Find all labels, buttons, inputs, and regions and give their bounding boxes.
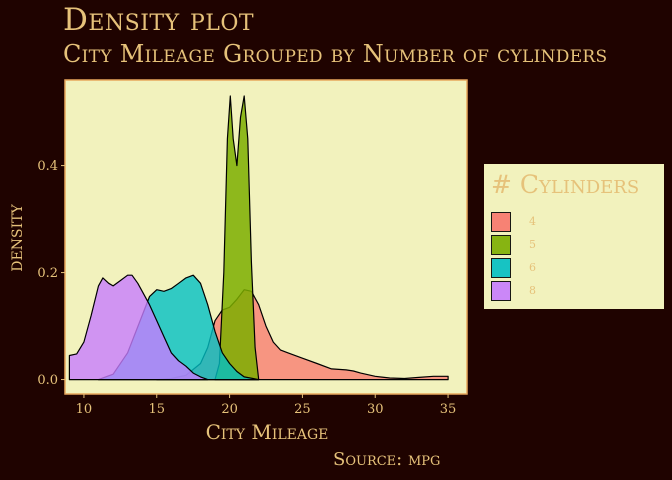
chart-title: Density plot — [63, 2, 255, 38]
x-axis: 10 15 20 25 30 35 — [76, 394, 457, 417]
x-tick-label: 15 — [148, 402, 165, 417]
y-tick-label: 0.4 — [37, 159, 58, 174]
y-tick-label: 0.2 — [37, 266, 58, 281]
x-tick-label: 10 — [76, 402, 93, 417]
y-axis-title: density — [3, 204, 27, 272]
legend-title: # Cylinders — [491, 170, 640, 199]
legend-key-6 — [491, 258, 511, 278]
x-tick-label: 35 — [440, 402, 457, 417]
legend-label-6: 6 — [529, 261, 536, 274]
caption: Source: mpg — [333, 449, 441, 470]
legend-label-4: 4 — [529, 215, 536, 228]
legend-key-8 — [491, 281, 511, 301]
legend-key-4 — [491, 212, 511, 232]
legend: # Cylinders 4 5 6 8 — [484, 164, 664, 309]
x-tick-label: 30 — [367, 402, 384, 417]
x-tick-label: 20 — [221, 402, 238, 417]
y-tick-label: 0.0 — [37, 373, 58, 388]
chart-subtitle: City Mileage Grouped by Number of cylind… — [63, 40, 608, 68]
legend-key-5 — [491, 235, 511, 255]
density-area-5 — [214, 95, 260, 381]
x-axis-title: City Mileage — [206, 420, 329, 444]
legend-label-8: 8 — [529, 284, 536, 297]
series-layer — [68, 95, 449, 381]
y-axis: 0.0 0.2 0.4 — [37, 159, 65, 388]
legend-label-5: 5 — [529, 238, 536, 251]
density-area-8 — [68, 274, 209, 381]
x-tick-label: 25 — [294, 402, 311, 417]
